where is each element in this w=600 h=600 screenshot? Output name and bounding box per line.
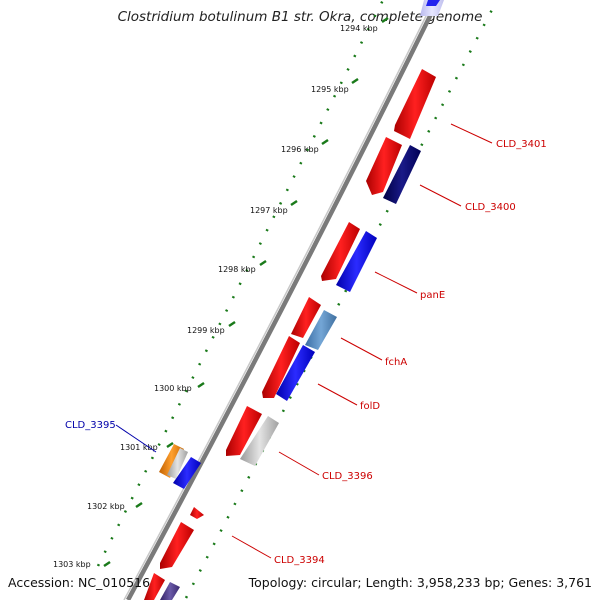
tick-label: 1294 kbp <box>340 24 378 33</box>
gene-arrow-top-blue <box>426 0 440 6</box>
gene-arrow-cld-3401 <box>394 69 436 139</box>
tick-label: 1302 kbp <box>87 502 125 511</box>
gene-label: CLD_3394 <box>274 555 325 566</box>
backbone <box>126 3 439 600</box>
gene-arrow-fold <box>276 345 315 401</box>
label-connectors <box>231 123 493 559</box>
gene-label: folD <box>360 401 380 412</box>
reverse-strand-features <box>159 0 444 600</box>
gene-arrow-cld-3395-blue <box>173 457 201 489</box>
gene-label: fchA <box>385 357 407 368</box>
gene-label: CLD_3396 <box>322 471 373 482</box>
gene-label: CLD_3395 <box>65 420 116 431</box>
gene-arrow-bottom <box>144 573 165 600</box>
gene-label: CLD_3400 <box>465 202 516 213</box>
label-connector-cld-3395 <box>115 424 157 453</box>
tick-label: 1299 kbp <box>187 326 225 335</box>
topology-text: Topology: circular; Length: 3,958,233 bp… <box>248 575 592 590</box>
gene-arrow-fold-fwd <box>262 336 300 398</box>
accession-text: Accession: NC_010516 <box>8 575 151 590</box>
gene-label: CLD_3401 <box>496 139 547 150</box>
scale-ring-dots <box>96 0 385 567</box>
gene-arrow-cld-3396-fwd <box>226 406 262 456</box>
tick-label: 1296 kbp <box>281 145 319 154</box>
gene-arrow-fcha <box>305 310 337 350</box>
gene-arrow-cld-3395-orange <box>159 444 184 478</box>
gene-arrow-cld-3394-fwd <box>160 522 194 569</box>
gene-arrow-bottom-purple <box>160 582 180 600</box>
tick-label: 1300 kbp <box>154 384 192 393</box>
tick-label: 1301 kbp <box>120 443 158 452</box>
gene-label: panE <box>420 290 445 301</box>
map-title: Clostridium botulinum B1 str. Okra, comp… <box>117 9 483 25</box>
tick-label: 1295 kbp <box>311 85 349 94</box>
gene-arrow-pane <box>336 231 377 292</box>
tick-label: 1298 kbp <box>218 265 256 274</box>
gene-arrow-cld-3395-grey <box>167 448 188 479</box>
gene-arrow-cld-3400-fwd <box>366 137 402 195</box>
tick-label: 1303 kbp <box>53 560 91 569</box>
gene-arrow-cld-3400 <box>383 145 421 204</box>
gene-arrow-small <box>190 507 204 519</box>
forward-strand-features <box>144 69 436 600</box>
backbone-shade <box>123 3 433 600</box>
tick-label: 1297 kbp <box>250 206 288 215</box>
gene-arrow-pane-fwd <box>321 222 360 281</box>
gene-arrow-cld-3396 <box>240 416 279 466</box>
tick-marks <box>103 16 389 568</box>
gene-arrow-top-pale <box>420 0 444 16</box>
gene-arrow-fcha-fwd <box>291 297 321 338</box>
